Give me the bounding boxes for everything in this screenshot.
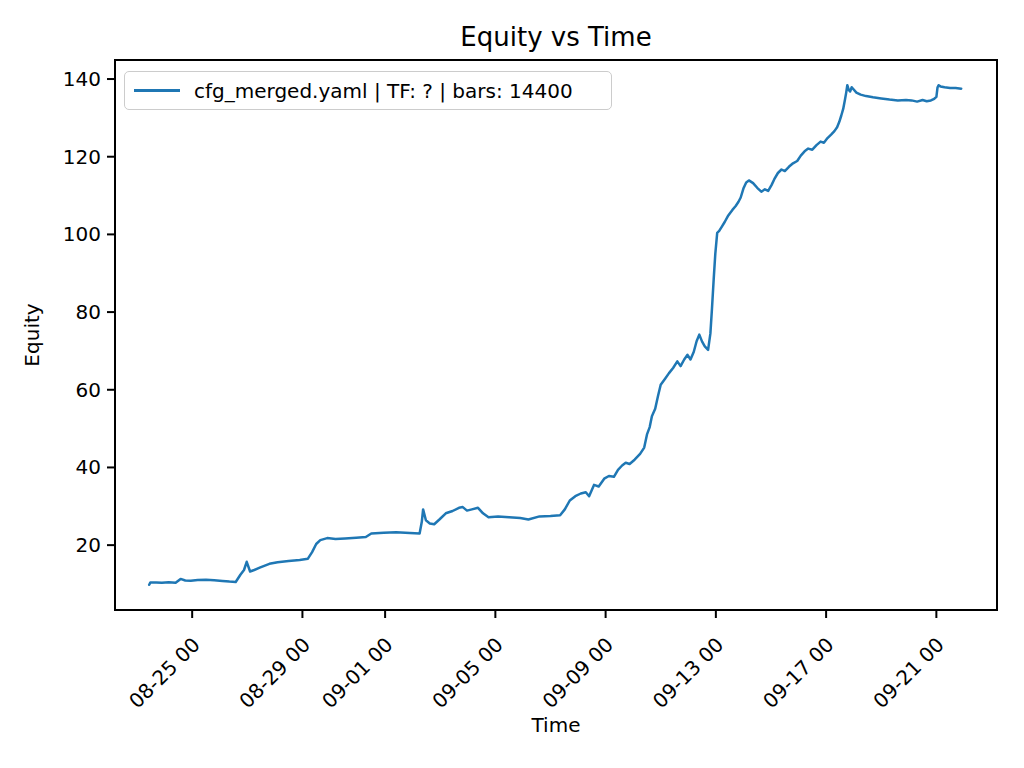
plot-area: 20 40 60 80 100 120 140 08-25 00 08-29 0009-01 0… <box>0 0 1024 768</box>
y-tick-label: 80 <box>76 300 101 324</box>
x-tick-label: 09-05 00 <box>427 633 508 714</box>
legend-line-sample <box>134 89 180 93</box>
x-tick-label: 08-25 00 <box>124 633 205 714</box>
figure: 20 40 60 80 100 120 140 08-25 00 08-29 0009-01 0… <box>0 0 1024 768</box>
chart-title: Equity vs Time <box>115 22 997 52</box>
y-tick-label: 20 <box>76 533 101 557</box>
y-tick-label: 40 <box>76 455 101 479</box>
x-tick-label: 09-09 00 <box>538 633 619 714</box>
y-tick-label: 60 <box>76 378 101 402</box>
legend-label: cfg_merged.yaml | TF: ? | bars: 14400 <box>194 79 573 103</box>
x-tick-label: 09-13 00 <box>648 633 729 714</box>
y-tick-label: 120 <box>63 145 101 169</box>
x-axis-label: Time <box>115 713 997 737</box>
x-tick-label: 09-21 00 <box>868 633 949 714</box>
y-tick-label: 100 <box>63 222 101 246</box>
y-tick-label: 140 <box>63 67 101 91</box>
y-axis-label: Equity <box>20 303 44 366</box>
legend: cfg_merged.yaml | TF: ? | bars: 14400 <box>124 71 612 110</box>
x-tick-label: 08-29 00 <box>234 633 315 714</box>
x-tick-label: 09-17 00 <box>758 633 839 714</box>
x-tick-label: 09-01 00 <box>317 633 398 714</box>
axes-spines <box>115 60 997 610</box>
equity-curve <box>149 85 961 585</box>
